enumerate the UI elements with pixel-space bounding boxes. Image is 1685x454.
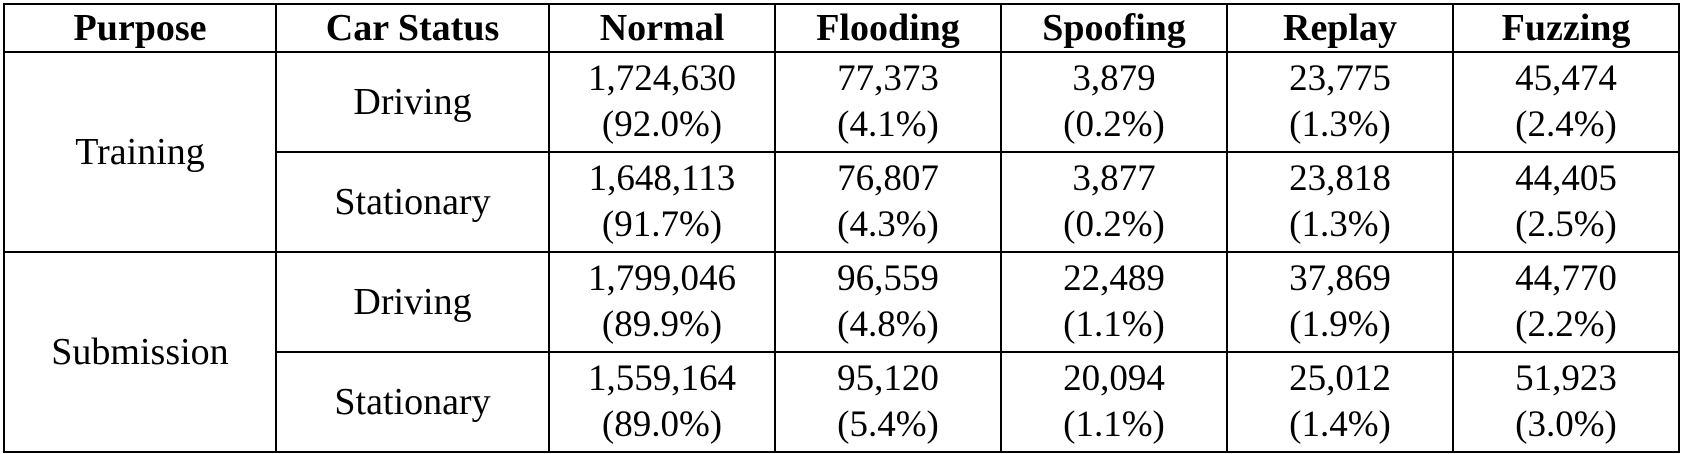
normal-cell: 1,559,164 (89.0%) bbox=[548, 351, 776, 453]
count-value: 76,807 bbox=[837, 158, 939, 199]
table-row: Training Driving 1,724,630 (92.0%) 77,373… bbox=[3, 51, 1680, 253]
count-value: 3,879 bbox=[1072, 58, 1156, 99]
count-value: 1,724,630 bbox=[588, 58, 736, 99]
count-value: 51,923 bbox=[1515, 358, 1617, 399]
normal-cell: 1,648,113 (91.7%) bbox=[548, 151, 776, 253]
header-normal: Normal bbox=[548, 3, 776, 53]
percent-value: (1.3%) bbox=[1289, 104, 1391, 145]
purpose-cell: Training bbox=[3, 51, 277, 253]
replay-cell: 23,818 (1.3%) bbox=[1226, 151, 1454, 253]
count-value: 44,770 bbox=[1515, 258, 1617, 299]
flooding-cell: 95,120 (5.4%) bbox=[774, 351, 1002, 453]
count-value: 1,648,113 bbox=[588, 158, 736, 199]
flooding-cell: 96,559 (4.8%) bbox=[774, 251, 1002, 353]
percent-value: (2.2%) bbox=[1515, 304, 1617, 345]
spoofing-cell: 20,094 (1.1%) bbox=[1000, 351, 1228, 453]
percent-value: (92.0%) bbox=[601, 104, 723, 145]
header-spoofing: Spoofing bbox=[1000, 3, 1228, 53]
percent-value: (1.4%) bbox=[1289, 404, 1391, 445]
fuzzing-cell: 44,770 (2.2%) bbox=[1452, 251, 1680, 353]
car-status-cell: Driving bbox=[275, 251, 550, 353]
spoofing-cell: 3,879 (0.2%) bbox=[1000, 51, 1228, 153]
flooding-cell: 76,807 (4.3%) bbox=[774, 151, 1002, 253]
count-value: 77,373 bbox=[837, 58, 939, 99]
percent-value: (91.7%) bbox=[601, 204, 723, 245]
header-purpose: Purpose bbox=[3, 3, 277, 53]
percent-value: (1.1%) bbox=[1063, 404, 1165, 445]
header-flooding: Flooding bbox=[774, 3, 1002, 53]
count-value: 22,489 bbox=[1063, 258, 1165, 299]
percent-value: (2.5%) bbox=[1515, 204, 1617, 245]
dataset-table: Purpose Car Status Normal Flooding Spoof… bbox=[3, 3, 1680, 453]
percent-value: (4.1%) bbox=[837, 104, 939, 145]
count-value: 96,559 bbox=[837, 258, 939, 299]
percent-value: (1.1%) bbox=[1063, 304, 1165, 345]
purpose-cell: Submission bbox=[3, 251, 277, 453]
header-replay: Replay bbox=[1226, 3, 1454, 53]
header-row: Purpose Car Status Normal Flooding Spoof… bbox=[3, 3, 1680, 53]
fuzzing-cell: 45,474 (2.4%) bbox=[1452, 51, 1680, 153]
count-value: 20,094 bbox=[1063, 358, 1165, 399]
percent-value: (0.2%) bbox=[1063, 204, 1165, 245]
replay-cell: 37,869 (1.9%) bbox=[1226, 251, 1454, 353]
replay-cell: 23,775 (1.3%) bbox=[1226, 51, 1454, 153]
count-value: 37,869 bbox=[1289, 258, 1391, 299]
table-row: Stationary 1,559,164 (89.0%) 95,120 (5.4%)… bbox=[4, 351, 1680, 453]
percent-value: (0.2%) bbox=[1063, 104, 1165, 145]
percent-value: (4.8%) bbox=[837, 304, 939, 345]
count-value: 3,877 bbox=[1072, 158, 1156, 199]
count-value: 23,818 bbox=[1289, 158, 1391, 199]
percent-value: (4.3%) bbox=[837, 204, 939, 245]
percent-value: (1.9%) bbox=[1289, 304, 1391, 345]
spoofing-cell: 3,877 (0.2%) bbox=[1000, 151, 1228, 253]
flooding-cell: 77,373 (4.1%) bbox=[774, 51, 1002, 153]
spoofing-cell: 22,489 (1.1%) bbox=[1000, 251, 1228, 353]
count-value: 44,405 bbox=[1515, 158, 1617, 199]
count-value: 1,799,046 bbox=[588, 258, 736, 299]
normal-cell: 1,799,046 (89.9%) bbox=[548, 251, 776, 353]
percent-value: (3.0%) bbox=[1515, 404, 1617, 445]
count-value: 45,474 bbox=[1515, 58, 1617, 99]
count-value: 95,120 bbox=[837, 358, 939, 399]
percent-value: (5.4%) bbox=[837, 404, 939, 445]
percent-value: (89.9%) bbox=[601, 304, 723, 345]
table-row: Stationary 1,648,113 (91.7%) 76,807 (4.3%)… bbox=[4, 151, 1680, 253]
car-status-cell: Stationary bbox=[275, 151, 550, 253]
count-value: 1,559,164 bbox=[588, 358, 736, 399]
table-row: Submission Driving 1,799,046 (89.9%) 96,5… bbox=[3, 251, 1680, 453]
percent-value: (1.3%) bbox=[1289, 204, 1391, 245]
header-fuzzing: Fuzzing bbox=[1452, 3, 1680, 53]
count-value: 23,775 bbox=[1289, 58, 1391, 99]
count-value: 25,012 bbox=[1289, 358, 1391, 399]
percent-value: (2.4%) bbox=[1515, 104, 1617, 145]
car-status-cell: Stationary bbox=[275, 351, 550, 453]
car-status-cell: Driving bbox=[275, 51, 550, 153]
fuzzing-cell: 51,923 (3.0%) bbox=[1452, 351, 1680, 453]
normal-cell: 1,724,630 (92.0%) bbox=[548, 51, 776, 153]
replay-cell: 25,012 (1.4%) bbox=[1226, 351, 1454, 453]
header-car-status: Car Status bbox=[275, 3, 550, 53]
percent-value: (89.0%) bbox=[601, 404, 723, 445]
fuzzing-cell: 44,405 (2.5%) bbox=[1452, 151, 1680, 253]
